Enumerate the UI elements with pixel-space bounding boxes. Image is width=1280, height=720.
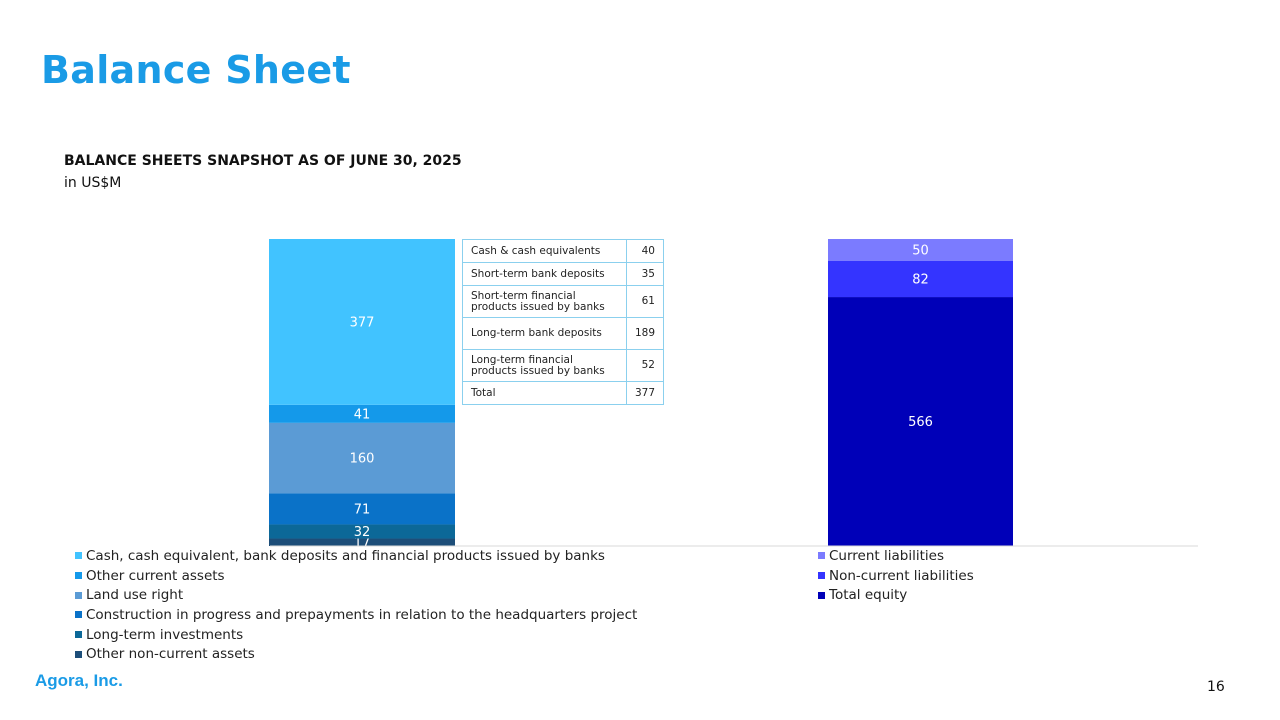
page-number: 16 bbox=[1207, 679, 1225, 695]
assets-data-label-construction-in-progress-and-prepayments-in-relation-to-the-headquarters-project: 71 bbox=[354, 502, 371, 517]
assets-bar-segment-construction-in-progress-and-prepayments-in-relation-to-the-headquarters-project bbox=[269, 493, 455, 525]
legend-item: Other current assets bbox=[75, 566, 637, 586]
liabilities-equity-data-label-total-equity: 566 bbox=[908, 415, 933, 430]
legend-item: Construction in progress and prepayments… bbox=[75, 605, 637, 625]
legend-label: Other non-current assets bbox=[86, 646, 255, 663]
table-cell-value: 189 bbox=[626, 317, 664, 350]
legend-item: Land use right bbox=[75, 585, 637, 605]
table-row: Short-term bank deposits 35 bbox=[462, 262, 664, 286]
legend-item: Current liabilities bbox=[818, 546, 974, 566]
assets-bar-segment-cash-cash-equivalent-bank-deposits-and-financial-products-issued-by-banks bbox=[269, 239, 455, 405]
legend-item: Long-term investments bbox=[75, 625, 637, 645]
legend-item: Total equity bbox=[818, 585, 974, 605]
legend-label: Current liabilities bbox=[829, 547, 944, 564]
assets-bar-segment-land-use-right bbox=[269, 422, 455, 494]
legend-swatch bbox=[75, 650, 82, 658]
legend-liabilities-equity: Current liabilities Non-current liabilit… bbox=[818, 546, 974, 605]
assets-data-label-other-non-current-assets: 17 bbox=[354, 536, 371, 551]
table-cell-label: Long-term bank deposits bbox=[462, 317, 627, 350]
liabilities-equity-bar-segment-total-equity bbox=[828, 297, 1013, 546]
table-row: Short-term financial products issued by … bbox=[462, 285, 664, 318]
table-cell-label: Long-term financial products issued by b… bbox=[462, 349, 627, 382]
table-row: Cash & cash equivalents 40 bbox=[462, 239, 664, 263]
legend-swatch bbox=[75, 552, 82, 560]
table-row: Total 377 bbox=[462, 381, 664, 405]
company-logo-text: Agora, Inc. bbox=[35, 671, 123, 690]
liabilities-equity-bar-segment-non-current-liabilities bbox=[828, 260, 1013, 298]
legend-label: Land use right bbox=[86, 587, 184, 604]
legend-swatch bbox=[818, 552, 825, 560]
legend-swatch bbox=[818, 591, 825, 599]
table-cell-value: 61 bbox=[626, 285, 664, 318]
liabilities-equity-bar: 566 82 50 bbox=[828, 239, 1013, 546]
legend-item: Cash, cash equivalent, bank deposits and… bbox=[75, 546, 637, 566]
table-row: Long-term bank deposits 189 bbox=[462, 317, 664, 350]
legend-label: Other current assets bbox=[86, 567, 225, 584]
legend-swatch bbox=[75, 591, 82, 599]
assets-data-label-land-use-right: 160 bbox=[350, 452, 375, 467]
table-cell-label: Cash & cash equivalents bbox=[462, 239, 627, 263]
table-cell-value: 52 bbox=[626, 349, 664, 382]
table-row: Long-term financial products issued by b… bbox=[462, 349, 664, 382]
legend-swatch bbox=[75, 611, 82, 619]
cash-breakdown-table: Cash & cash equivalents 40 Short-term ba… bbox=[462, 239, 664, 405]
chart-subtitle: in US$M bbox=[64, 175, 122, 191]
table-cell-value: 35 bbox=[626, 262, 664, 286]
legend-swatch bbox=[75, 631, 82, 639]
legend-label: Cash, cash equivalent, bank deposits and… bbox=[86, 547, 605, 564]
liabilities-equity-data-label-non-current-liabilities: 82 bbox=[912, 273, 929, 288]
assets-data-label-other-current-assets: 41 bbox=[354, 407, 371, 422]
legend-assets: Cash, cash equivalent, bank deposits and… bbox=[75, 546, 637, 664]
assets-bar-segment-long-term-investments bbox=[269, 524, 455, 539]
legend-swatch bbox=[818, 572, 825, 580]
table-cell-value: 40 bbox=[626, 239, 664, 263]
legend-label: Long-term investments bbox=[86, 626, 244, 643]
liabilities-equity-bar-segment-current-liabilities bbox=[828, 239, 1013, 261]
cash-breakdown-table-container: Cash & cash equivalents 40 Short-term ba… bbox=[462, 239, 664, 405]
table-cell-label: Short-term financial products issued by … bbox=[462, 285, 627, 318]
legend-item: Other non-current assets bbox=[75, 644, 637, 664]
liabilities-equity-data-label-current-liabilities: 50 bbox=[912, 243, 929, 258]
legend-label: Construction in progress and prepayments… bbox=[86, 606, 638, 623]
assets-bar-segment-other-non-current-assets bbox=[269, 538, 455, 546]
chart-title: BALANCE SHEETS SNAPSHOT AS OF JUNE 30, 2… bbox=[64, 153, 462, 169]
legend-swatch bbox=[75, 572, 82, 580]
assets-data-label-long-term-investments: 32 bbox=[354, 525, 371, 540]
table-cell-label: Total bbox=[462, 381, 627, 405]
legend-label: Non-current liabilities bbox=[829, 567, 974, 584]
table-cell-value: 377 bbox=[626, 381, 664, 405]
assets-bar-segment-other-current-assets bbox=[269, 404, 455, 423]
legend-item: Non-current liabilities bbox=[818, 566, 974, 586]
page-title: Balance Sheet bbox=[41, 48, 351, 92]
legend-label: Total equity bbox=[829, 587, 908, 604]
assets-data-label-cash-cash-equivalent-bank-deposits-and-financial-products-issued-by-banks: 377 bbox=[350, 315, 375, 330]
table-cell-label: Short-term bank deposits bbox=[462, 262, 627, 286]
